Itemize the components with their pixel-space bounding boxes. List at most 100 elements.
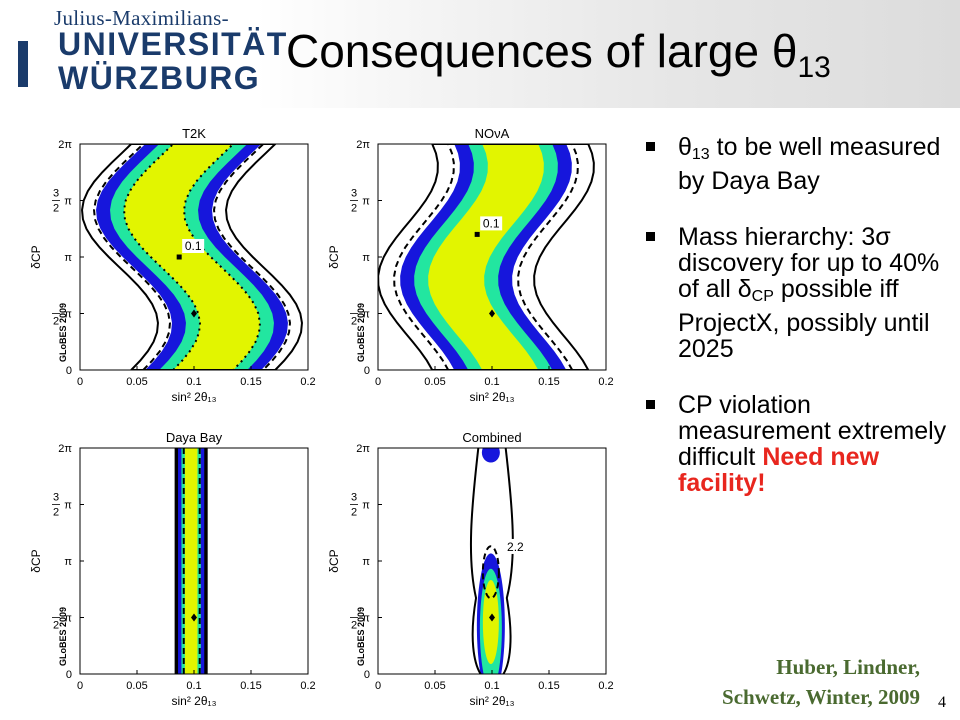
bullet-3-text: CP violation measurement extremely diffi… bbox=[678, 391, 947, 471]
panel-0-title: T2K bbox=[182, 126, 206, 141]
reference-label: 0.1 bbox=[185, 239, 202, 253]
panel-0-contours bbox=[81, 144, 303, 370]
best-fit-marker bbox=[191, 309, 197, 318]
globes-watermark: GLoBES 2009 bbox=[356, 607, 366, 666]
globes-watermark: GLoBES 2009 bbox=[58, 303, 68, 362]
contour-3sigma-top bbox=[481, 448, 500, 463]
x-tick-label: 0 bbox=[375, 376, 381, 388]
y-tick-text: 0 bbox=[66, 365, 72, 377]
citation: Huber, Lindner, Schwetz, Winter, 2009 bbox=[640, 652, 920, 712]
title-main: Consequences of large θ bbox=[286, 25, 798, 77]
logo-line-1: Julius-Maximilians- bbox=[54, 6, 229, 30]
reference-label-bg bbox=[480, 216, 503, 231]
y-tick-label: 3 2π bbox=[350, 188, 370, 215]
y-tick-label: 2π bbox=[356, 139, 370, 151]
x-tick-label: 0.2 bbox=[300, 376, 315, 388]
globes-watermark: GLoBES 2009 bbox=[58, 607, 68, 666]
contour-1sigma bbox=[428, 144, 544, 370]
contour-1sigma bbox=[124, 144, 260, 370]
x-tick-label: 0.2 bbox=[598, 680, 613, 692]
best-fit-marker bbox=[489, 613, 495, 622]
best-fit-marker bbox=[191, 613, 197, 622]
contour-line-dotted bbox=[123, 144, 261, 370]
bullet-item-mass-hierarchy: Mass hierarchy: 3σ discovery for up to 4… bbox=[640, 224, 950, 362]
y-tick-pi: π bbox=[64, 500, 72, 512]
header-background bbox=[255, 0, 960, 108]
page-number: 4 bbox=[938, 694, 946, 711]
y-tick-label: 2π bbox=[356, 443, 370, 455]
panel-3-title: Combined bbox=[462, 430, 521, 445]
y-tick-label: 2π bbox=[52, 613, 72, 632]
y-tick-denominator: 2 bbox=[53, 507, 59, 519]
contour-line-solid bbox=[81, 144, 303, 370]
x-tick-label: 0.05 bbox=[424, 376, 445, 388]
y-tick-label: 0 bbox=[66, 669, 72, 681]
contour-line-solid bbox=[378, 144, 595, 370]
y-tick-pi: π bbox=[64, 309, 72, 321]
y-tick-numerator: 3 bbox=[53, 492, 59, 504]
y-tick-label: π bbox=[64, 252, 72, 264]
slide-title: Consequences of large θ13 bbox=[286, 24, 831, 85]
x-axis-label: sin² 2θ₁₃ bbox=[470, 694, 515, 708]
x-tick-label: 0.1 bbox=[484, 680, 499, 692]
y-tick-denominator: 2 bbox=[53, 620, 59, 632]
x-tick-label: 0.05 bbox=[126, 680, 147, 692]
x-tick-label: 0.1 bbox=[186, 376, 201, 388]
panel-1-title: NOνA bbox=[475, 126, 510, 141]
y-axis-label: δCP bbox=[327, 245, 341, 268]
y-tick-text: π bbox=[64, 252, 72, 264]
y-tick-pi: π bbox=[64, 196, 72, 208]
x-tick-label: 0.15 bbox=[240, 376, 261, 388]
citation-line-1: Huber, Lindner, bbox=[776, 655, 920, 679]
panel-1-contours bbox=[378, 144, 595, 370]
y-tick-text: 0 bbox=[66, 669, 72, 681]
title-subscript: 13 bbox=[797, 51, 831, 84]
y-tick-denominator: 2 bbox=[53, 203, 59, 215]
bullet-1-subscript: 13 bbox=[691, 146, 710, 163]
x-tick-label: 0.1 bbox=[186, 680, 201, 692]
x-tick-label: 0 bbox=[375, 680, 381, 692]
bullet-2-subscript: CP bbox=[751, 288, 774, 305]
x-tick-label: 0 bbox=[77, 376, 83, 388]
y-tick-text: 2π bbox=[356, 443, 370, 455]
x-tick-label: 0.2 bbox=[598, 376, 613, 388]
contour-1sigma bbox=[184, 448, 198, 674]
y-tick-label: 3 2π bbox=[350, 492, 370, 519]
y-tick-text: π bbox=[362, 252, 370, 264]
y-tick-label: π bbox=[362, 556, 370, 568]
reference-marker bbox=[474, 231, 480, 237]
x-tick-label: 0.05 bbox=[126, 376, 147, 388]
y-tick-denominator: 2 bbox=[351, 620, 357, 632]
y-axis-label: δCP bbox=[29, 549, 43, 572]
y-tick-denominator: 2 bbox=[351, 316, 357, 328]
y-tick-pi: π bbox=[362, 613, 370, 625]
y-tick-label: π bbox=[362, 252, 370, 264]
x-axis-label: sin² 2θ₁₃ bbox=[172, 390, 217, 404]
bullet-2-text-b: possible iff ProjectX, possibly until 20… bbox=[678, 275, 930, 363]
contour-1sigma bbox=[482, 580, 499, 665]
y-tick-label: 2π bbox=[350, 613, 370, 632]
y-tick-denominator: 2 bbox=[351, 507, 357, 519]
y-tick-numerator: 3 bbox=[351, 492, 357, 504]
logo-bar bbox=[18, 41, 28, 87]
citation-line-2: Schwetz, Winter, 2009 bbox=[722, 685, 920, 709]
y-tick-label: 3 2π bbox=[52, 188, 72, 215]
y-tick-label: 0 bbox=[364, 365, 370, 377]
y-tick-numerator: 3 bbox=[351, 188, 357, 200]
y-tick-text: 2π bbox=[356, 139, 370, 151]
logo-line-3: WÜRZBURG bbox=[58, 60, 261, 96]
y-tick-label: π bbox=[64, 556, 72, 568]
y-tick-text: 2π bbox=[58, 443, 72, 455]
y-axis-label: δCP bbox=[327, 549, 341, 572]
bullet-item-theta13: θ13 to be well measured by Daya Bay bbox=[640, 134, 950, 194]
y-tick-text: 2π bbox=[58, 139, 72, 151]
y-tick-pi: π bbox=[362, 309, 370, 321]
university-logo: Julius-Maximilians- UNIVERSITÄT WÜRZBURG bbox=[14, 6, 286, 98]
panel-3-contours bbox=[469, 448, 514, 674]
y-tick-label: 2π bbox=[52, 309, 72, 328]
reference-label-bg bbox=[182, 239, 205, 253]
y-tick-numerator: 3 bbox=[53, 188, 59, 200]
